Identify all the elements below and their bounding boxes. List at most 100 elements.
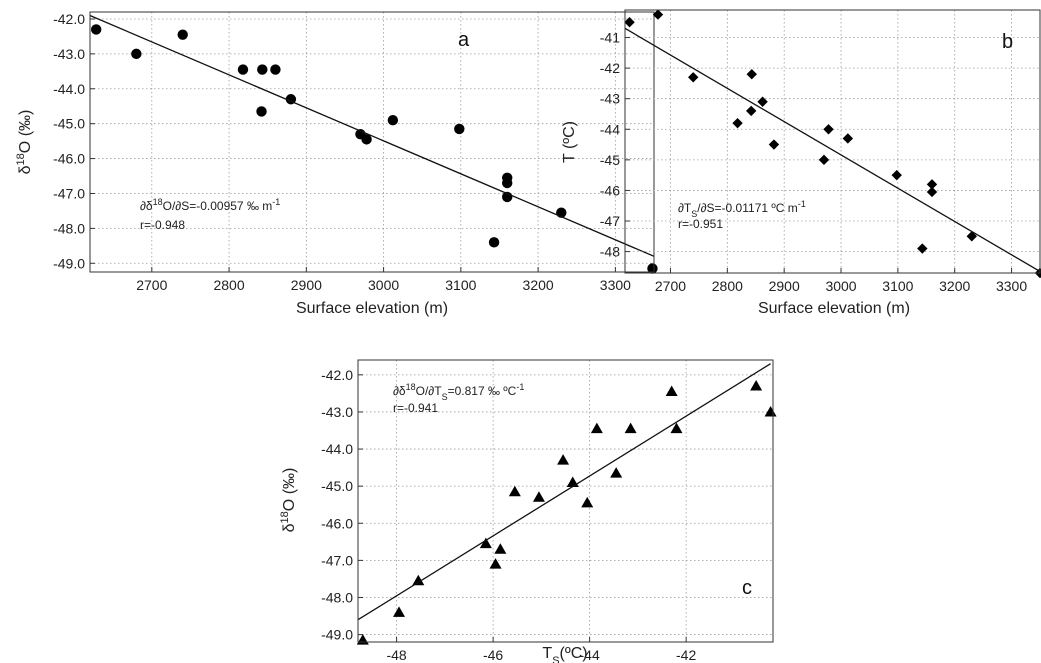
panel-c-xtick-label: -44	[580, 647, 600, 663]
panel-c-grid	[358, 360, 773, 642]
panel-c-points	[356, 379, 777, 645]
panel-b-data-point	[926, 186, 938, 198]
panel-a-data-point	[270, 64, 281, 75]
panel-a-data-point	[361, 134, 372, 145]
panel-b-ytick-label: -43	[600, 91, 620, 107]
panel-c-ytick-label: -46.0	[321, 515, 353, 531]
panel-c-data-point	[508, 485, 521, 497]
panel-c-data-point	[494, 543, 507, 554]
panel-a-data-point	[454, 123, 465, 135]
panel-b-data-point	[746, 105, 757, 117]
panel-c-annotation-r: r=-0.941	[393, 401, 438, 415]
panel-b-ticks: 2700 2800 2900 3000 3100 3200 3300 -41 -42 -43 -44…	[600, 30, 1028, 294]
panel-b-ytick-label: -45	[600, 152, 620, 168]
panel-c-data-point	[670, 422, 683, 434]
panel-b-letter: b	[1002, 31, 1013, 53]
panel-a-ytick-label: -47.0	[53, 185, 85, 201]
panel-b-grid	[625, 10, 1040, 273]
panel-c-ytick-label: -44.0	[321, 441, 353, 457]
panel-b-data-point	[891, 169, 902, 181]
panel-b-data-point	[652, 9, 664, 20]
panel-b-points	[624, 9, 1041, 279]
panel-c-data-point	[665, 385, 678, 397]
panel-a-xtick-label: 3000	[368, 277, 399, 293]
panel-c-fit-line	[357, 363, 771, 621]
panel-c-data-point	[412, 574, 425, 586]
panel-c-scatter: -48 -46 -44 -42 -42.0 -43.0 -44.0 -45.0 -46.0 -47…	[279, 359, 777, 663]
panel-c-ticks: -48 -46 -44 -42 -42.0 -43.0 -44.0 -45.0 -46.0 -47…	[321, 367, 696, 663]
panel-a-data-point	[256, 106, 267, 117]
panel-a-ytick-label: -45.0	[53, 116, 85, 132]
panel-b-data-point	[746, 69, 757, 80]
panel-c-letter: c	[742, 577, 752, 599]
panel-c-data-point	[356, 634, 369, 645]
panel-a-annotation-slope: ∂δ18O/∂S=-0.00957 ‰ m-1	[140, 197, 280, 213]
panel-b-frame	[624, 9, 1041, 274]
panel-b-xtick-label: 3200	[939, 278, 970, 294]
panel-b-xtick-label: 2700	[655, 278, 686, 294]
panel-a-ylabel: δ18O (‰)	[15, 110, 34, 175]
panel-a-ticks: 2700 2800 2900 3000 3100 3200 3300 -42.0 -43.0 -4…	[53, 11, 631, 293]
panel-b-data-point	[966, 231, 977, 242]
panel-a-ytick-label: -42.0	[53, 11, 85, 27]
panel-c-data-point	[764, 405, 777, 417]
panel-b-fit-line	[624, 27, 1041, 273]
panel-c-ytick-label: -48.0	[321, 589, 353, 605]
panel-a-xtick-label: 2900	[291, 277, 322, 293]
panel-b-data-point	[768, 139, 780, 150]
panel-c-ylabel: δ18O (‰)	[279, 468, 298, 533]
panel-b-annotation-slope: ∂TS/∂S=-0.01171 ºC m-1	[678, 199, 806, 219]
panel-c-data-point	[590, 422, 603, 434]
panel-a-ytick-label: -48.0	[53, 220, 85, 236]
panel-b-xtick-label: 3300	[996, 278, 1027, 294]
panel-c-xlabel: TS(ºC)	[542, 645, 587, 663]
panel-a-xtick-label: 3200	[523, 277, 554, 293]
panel-b-xlabel: Surface elevation (m)	[758, 300, 910, 317]
panel-a-ytick-label: -43.0	[53, 46, 85, 62]
panel-b-data-point	[926, 179, 938, 190]
panel-a-xlabel: Surface elevation (m)	[296, 300, 448, 317]
panel-c-ytick-label: -45.0	[321, 478, 353, 494]
panel-a-grid	[90, 12, 654, 272]
panel-b-ytick-label: -47	[600, 213, 620, 229]
panel-a-data-point	[488, 237, 500, 248]
panel-a-data-point	[387, 114, 399, 126]
panel-b-ytick-label: -46	[600, 182, 620, 198]
panel-c-xtick-label: -48	[386, 647, 406, 663]
panel-a-ytick-label: -49.0	[53, 255, 85, 271]
panel-a-data-point	[237, 64, 249, 75]
panel-a-annotation-r: r=-0.948	[140, 218, 185, 232]
panel-c-xtick-label: -42	[676, 647, 696, 663]
panel-a-scatter: 2700 2800 2900 3000 3100 3200 3300 -42.0 -43.0 -4…	[15, 11, 658, 317]
panel-b-ytick-label: -48	[600, 244, 620, 260]
panel-b-ytick-label: -41	[600, 30, 620, 46]
panel-c-annotation-slope: ∂δ18O/∂TS=0.817 ‰ ºC-1	[393, 382, 524, 402]
panel-a-ytick-label: -44.0	[53, 81, 85, 97]
panel-b-xtick-label: 3100	[882, 278, 913, 294]
panel-a-letter: a	[458, 29, 470, 51]
panel-c-data-point	[750, 379, 763, 391]
panel-b-annotation-r: r=-0.951	[678, 217, 723, 231]
panel-b-ytick-label: -42	[600, 60, 620, 76]
panel-a-data-point	[131, 48, 142, 60]
panel-b-data-point	[842, 133, 854, 144]
panel-c-data-point	[610, 467, 623, 478]
panel-c-ytick-label: -42.0	[321, 367, 353, 383]
panel-a-xtick-label: 2800	[213, 277, 244, 293]
panel-a-data-point	[90, 24, 102, 35]
panel-b-scatter: 2700 2800 2900 3000 3100 3200 3300 -41 -42 -43 -44…	[561, 9, 1041, 317]
panel-c-ytick-label: -49.0	[321, 627, 353, 643]
panel-b-xtick-label: 2900	[769, 278, 800, 294]
panel-c-frame	[357, 359, 774, 643]
panel-a-data-point	[257, 64, 268, 75]
panel-c-ytick-label: -43.0	[321, 404, 353, 420]
panel-c-data-point	[581, 496, 594, 508]
panel-b-data-point	[917, 243, 928, 254]
panel-a-data-point	[177, 29, 188, 40]
panel-b-data-point	[688, 72, 699, 83]
panel-c-data-point	[479, 537, 492, 549]
panel-a-data-point	[647, 263, 658, 274]
panel-b-data-point	[818, 154, 830, 166]
panel-c-data-point	[532, 491, 545, 502]
